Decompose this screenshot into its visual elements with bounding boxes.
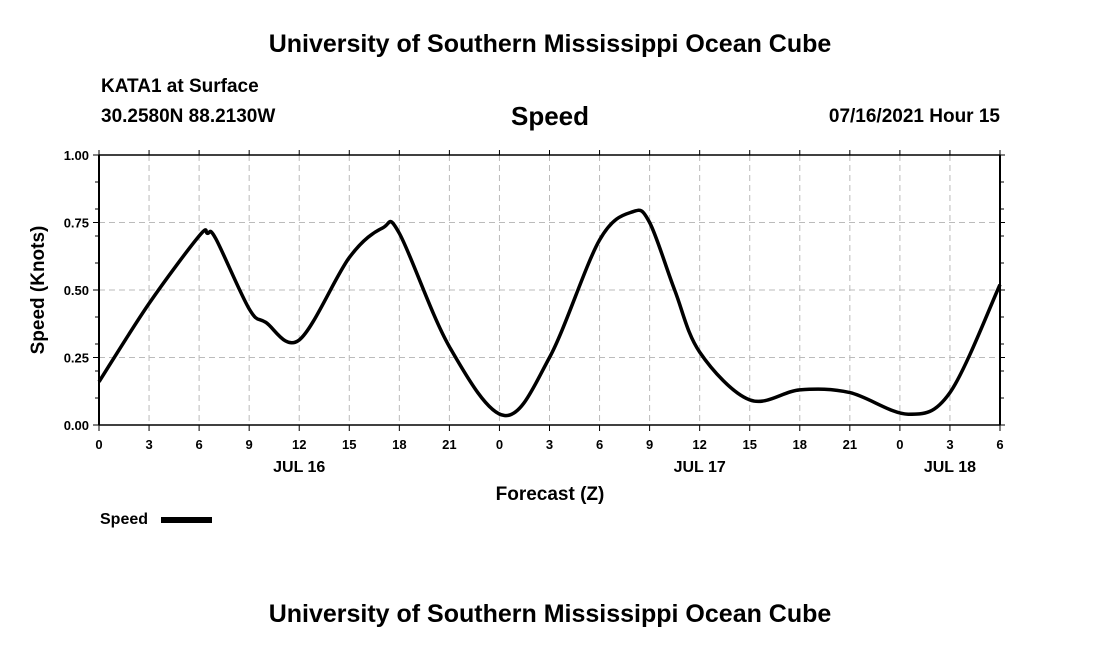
axes	[93, 150, 1005, 431]
forecast-datetime: 07/16/2021 Hour 15	[828, 106, 1000, 127]
legend: Speed	[100, 511, 212, 528]
y-axis-label: Speed (Knots)	[28, 226, 49, 355]
plot-title: Speed	[510, 101, 590, 131]
series-layer	[97, 208, 1002, 418]
x-tick-label: 12	[292, 437, 306, 452]
date-label: JUL 17	[674, 459, 726, 476]
x-tick-label: 6	[195, 437, 202, 452]
x-tick-label: 9	[246, 437, 253, 452]
x-tick-label: 18	[793, 437, 807, 452]
x-tick-label: 0	[896, 437, 903, 452]
x-tick-label: 12	[692, 437, 706, 452]
x-tick-label: 3	[946, 437, 953, 452]
page-title: University of Southern Mississippi Ocean…	[268, 30, 832, 58]
x-tick-label: 9	[646, 437, 653, 452]
grid-lines	[99, 155, 1000, 425]
x-tick-label: 15	[342, 437, 356, 452]
x-tick-label: 18	[392, 437, 406, 452]
date-label: JUL 18	[924, 459, 976, 476]
x-tick-label: 6	[996, 437, 1003, 452]
coordinates-label: 30.2580N 88.2130W	[101, 106, 276, 127]
x-tick-label: 15	[742, 437, 756, 452]
tick-labels: 0 3 6 9 12 15 18 21 0 3 6 9 12 15 18 21 0 3 6 JUL 16 JUL 17 J…	[64, 148, 1004, 476]
footer-title: University of Southern Mississippi Ocean…	[268, 600, 832, 628]
speed-series-line	[97, 208, 1002, 418]
x-axis-label: Forecast (Z)	[496, 484, 605, 505]
x-tick-label: 6	[596, 437, 603, 452]
x-tick-label: 0	[95, 437, 102, 452]
x-tick-label: 3	[546, 437, 553, 452]
date-label: JUL 16	[273, 459, 325, 476]
y-tick-label: 1.00	[64, 148, 89, 163]
y-tick-label: 0.25	[64, 351, 89, 366]
x-tick-label: 3	[145, 437, 152, 452]
y-tick-label: 0.00	[64, 418, 89, 433]
legend-label: Speed	[100, 511, 148, 528]
y-tick-label: 0.50	[64, 283, 89, 298]
x-tick-label: 21	[843, 437, 857, 452]
y-tick-label: 0.75	[64, 216, 89, 231]
x-tick-label: 21	[442, 437, 456, 452]
x-tick-label: 0	[496, 437, 503, 452]
station-label: KATA1 at Surface	[101, 76, 259, 97]
